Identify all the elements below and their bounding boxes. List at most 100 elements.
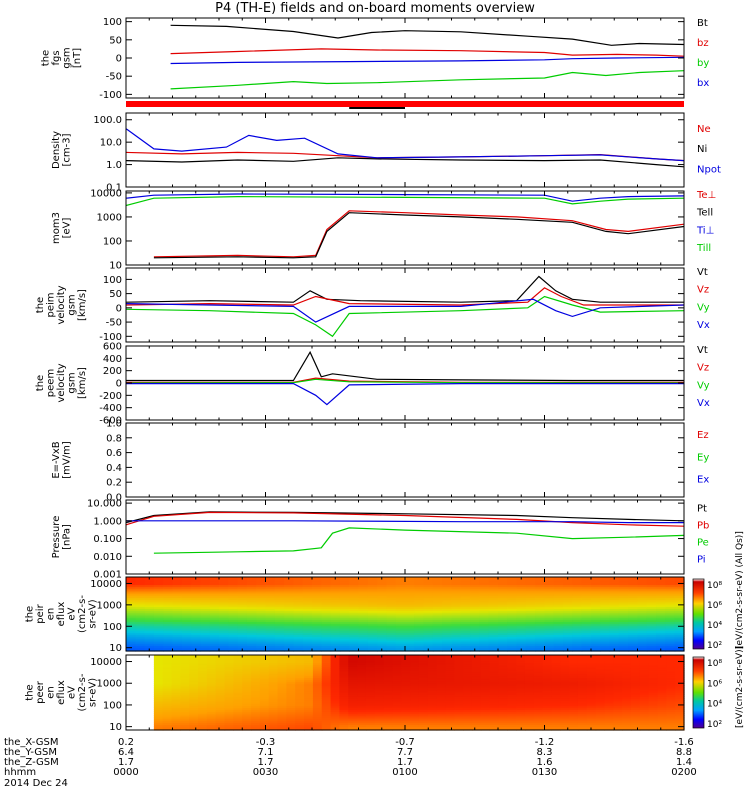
heatmap-cell (436, 724, 447, 727)
heatmap-cell (544, 584, 555, 587)
heatmap-cell (358, 649, 369, 652)
heatmap-cell (563, 628, 573, 632)
heatmap-cell (432, 621, 443, 624)
heatmap-cell (191, 591, 201, 595)
heatmap-cell (533, 720, 544, 724)
heatmap-cell (577, 694, 588, 697)
heatmap-cell (162, 655, 173, 658)
legend-ne: Ne (697, 124, 711, 135)
heatmap-cell (162, 670, 173, 673)
heatmap-cell (265, 595, 276, 598)
heatmap-cell (405, 639, 415, 643)
heatmap-cell (498, 700, 508, 703)
heatmap-cell (489, 679, 500, 682)
heatmap-cell (215, 711, 226, 714)
heatmap-cell (265, 636, 276, 639)
heatmap-cell (451, 612, 462, 615)
heatmap-cell (401, 692, 411, 695)
heatmap-cell (480, 658, 491, 662)
heatmap-cell (302, 619, 313, 622)
heatmap-cell (339, 589, 350, 593)
heatmap-cell (200, 608, 211, 611)
heatmap-cell (330, 595, 341, 598)
heatmap-cell (405, 610, 415, 613)
heatmap-cell (374, 728, 385, 731)
heatmap-cell (126, 597, 136, 600)
heatmap-cell (569, 696, 579, 699)
heatmap-cell (489, 716, 500, 720)
heatmap-cell (237, 593, 248, 597)
heatmap-cell (553, 588, 564, 591)
heatmap-cell (410, 707, 420, 710)
ylabel-line: the (25, 606, 36, 622)
heatmap-cell (436, 722, 447, 725)
heatmap-cell (206, 666, 217, 669)
heatmap-cell (498, 720, 508, 724)
heatmap-cell (414, 584, 425, 587)
heatmap-cell (544, 615, 555, 619)
heatmap-cell (172, 586, 183, 589)
heatmap-cell (507, 709, 517, 712)
heatmap-cell (358, 643, 369, 647)
heatmap-cell (577, 666, 588, 669)
heatmap-cell (563, 641, 573, 645)
heatmap-cell (386, 580, 397, 584)
heatmap-cell (410, 696, 420, 699)
heatmap-cell (572, 608, 583, 611)
heatmap-cell (460, 638, 471, 641)
heatmap-cell (321, 599, 332, 602)
heatmap-cell (339, 626, 350, 630)
heatmap-cell (427, 718, 438, 722)
heatmap-cell (628, 643, 639, 647)
heatmap-cell (171, 675, 182, 679)
heatmap-cell (171, 692, 182, 695)
heatmap-cell (591, 591, 601, 595)
heatmap-cell (586, 694, 597, 697)
heatmap-cell (219, 599, 229, 602)
heatmap-cell (358, 578, 369, 582)
heatmap-cell (348, 701, 358, 705)
heatmap-cell (470, 636, 480, 639)
heatmap-cell (489, 677, 500, 680)
heatmap-cell (386, 608, 397, 611)
heatmap-cell (591, 595, 601, 598)
heatmap-cell (295, 668, 305, 671)
heatmap-cell (498, 724, 508, 727)
heatmap-cell (591, 580, 601, 584)
heatmap-cell (489, 718, 500, 722)
heatmap-cell (563, 578, 573, 582)
heatmap-cell (233, 707, 243, 710)
heatmap-cell (171, 711, 182, 714)
heatmap-cell (581, 582, 592, 585)
heatmap-cell (460, 630, 471, 634)
heatmap-cell (401, 715, 411, 718)
heatmap-cell (172, 626, 183, 630)
heatmap-cell (358, 639, 369, 643)
heatmap-cell (542, 658, 553, 662)
heatmap-cell (410, 662, 420, 665)
heatmap-cell (442, 643, 453, 647)
heatmap-cell (251, 683, 261, 686)
heatmap-cell (600, 632, 611, 635)
heatmap-cell (284, 582, 294, 585)
heatmap-cell (451, 636, 462, 639)
heatmap-cell (516, 686, 526, 690)
heatmap-cell (180, 705, 190, 709)
heatmap-cell (553, 599, 564, 602)
heatmap-cell (246, 612, 257, 615)
heatmap-cell (286, 692, 296, 695)
heatmap-cell (268, 664, 279, 667)
heatmap-cell (219, 577, 229, 580)
heatmap-cell (180, 690, 190, 694)
heatmap-cell (471, 724, 482, 727)
heatmap-cell (237, 615, 248, 619)
heatmap-cell (577, 656, 588, 660)
heatmap-cell (367, 577, 378, 580)
heatmap-cell (525, 621, 536, 624)
heatmap-cell (427, 655, 438, 658)
heatmap-cell (445, 701, 455, 705)
heatmap-cell (312, 662, 323, 665)
heatmap-cell (498, 683, 508, 686)
legend-tell: Tell (696, 208, 713, 219)
